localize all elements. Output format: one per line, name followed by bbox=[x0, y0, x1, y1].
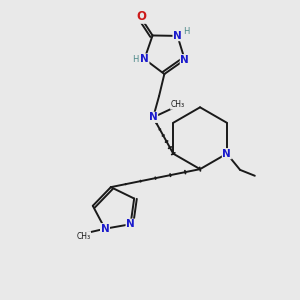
Text: N: N bbox=[149, 112, 158, 122]
Text: O: O bbox=[136, 10, 146, 23]
Text: N: N bbox=[223, 149, 231, 159]
Text: H: H bbox=[132, 55, 138, 64]
Text: N: N bbox=[180, 55, 189, 65]
Text: H: H bbox=[183, 27, 190, 36]
Text: CH₃: CH₃ bbox=[76, 232, 91, 241]
Text: N: N bbox=[126, 219, 135, 229]
Text: N: N bbox=[100, 224, 109, 234]
Text: N: N bbox=[173, 31, 182, 40]
Text: N: N bbox=[140, 54, 149, 64]
Text: CH₃: CH₃ bbox=[170, 100, 185, 109]
